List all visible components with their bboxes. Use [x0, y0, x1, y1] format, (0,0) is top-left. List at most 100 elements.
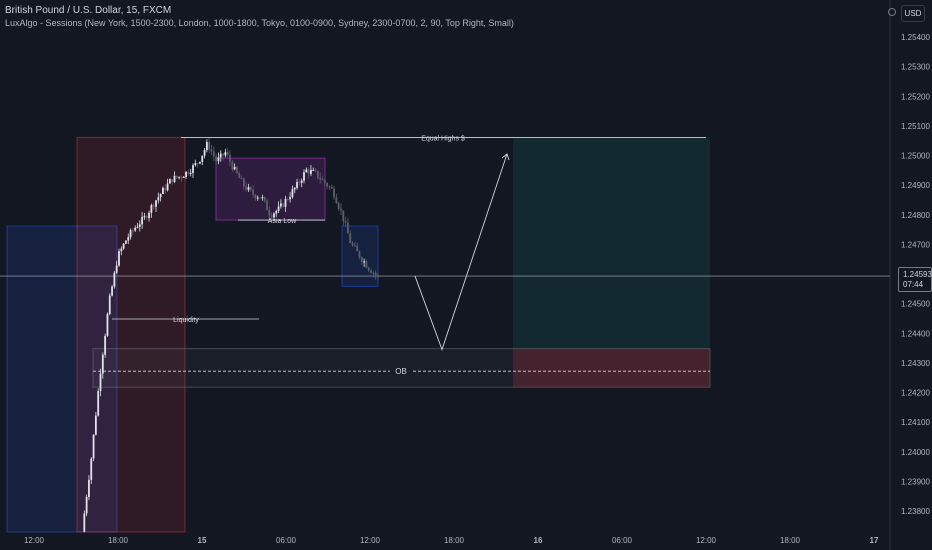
candle-body [282, 203, 285, 207]
candle-body [226, 152, 229, 155]
y-tick-label: 1.25100 [901, 122, 930, 131]
candle-body [231, 161, 234, 170]
candle-body [178, 176, 181, 178]
candle-body [131, 230, 134, 232]
y-tick-label: 1.24900 [901, 181, 930, 190]
candle-body [335, 197, 338, 204]
y-tick-label: 1.25200 [901, 92, 930, 101]
y-tick-label: 1.24300 [901, 359, 930, 368]
symbol-title[interactable]: British Pound / U.S. Dollar, 15, FXCM [5, 5, 172, 16]
candle-body [291, 189, 294, 198]
x-tick-label: 06:00 [612, 536, 633, 545]
indicator-legend[interactable]: LuxAlgo - Sessions (New York, 1500-2300,… [5, 18, 514, 28]
candle-body [326, 183, 329, 187]
candle-body [224, 152, 227, 156]
y-tick-label: 1.23800 [901, 507, 930, 516]
y-tick-label: 1.25300 [901, 63, 930, 72]
candle-body [148, 212, 150, 218]
candle-body [249, 187, 252, 190]
candle-body [349, 233, 352, 244]
candle-body [196, 163, 199, 165]
candle-body [305, 169, 308, 173]
candle-body [104, 335, 107, 355]
x-tick-label: 18:00 [780, 536, 801, 545]
x-tick-label: 17 [870, 536, 879, 545]
y-tick-label: 1.24100 [901, 418, 930, 427]
candle-body [284, 199, 287, 207]
candle-body [360, 257, 363, 262]
candle-body [83, 513, 86, 532]
projection-path [414, 153, 508, 351]
candle-body [303, 172, 305, 181]
candle-body [356, 246, 359, 252]
candle-body [203, 150, 206, 156]
candle-body [337, 203, 340, 209]
candle-body [268, 210, 271, 216]
y-tick-label: 1.25000 [901, 152, 930, 161]
candle-body [134, 227, 137, 231]
x-tick-label: 18:00 [108, 536, 129, 545]
equal-highs-label: Equal Highs $ [421, 135, 465, 142]
last-price-label: 1.24593 07:44 [898, 267, 932, 292]
candle-body [88, 479, 90, 497]
candle-body [192, 165, 194, 173]
candle-body [145, 216, 148, 218]
candle-body [275, 210, 278, 214]
candle-body [205, 142, 208, 151]
candle-body [180, 176, 183, 178]
candle-body [229, 154, 231, 162]
candle-body [222, 153, 224, 156]
candle-body [113, 272, 116, 287]
candle-body [106, 314, 109, 336]
candle-body [155, 200, 157, 207]
candle-body [90, 458, 93, 480]
candle-body [152, 205, 155, 207]
candle-body [298, 181, 301, 183]
y-tick-label: 1.24800 [901, 211, 930, 220]
target-zone [513, 137, 710, 349]
liquidity-label: Liquidity [173, 317, 199, 324]
candle-body [314, 169, 317, 171]
candle-body [312, 169, 315, 171]
candle-body [377, 274, 379, 276]
sydney-session-box [6, 225, 118, 533]
settings-circle-icon[interactable] [888, 8, 896, 16]
candle-body [333, 188, 335, 198]
candle-body [210, 149, 213, 152]
candle-body [182, 176, 185, 178]
candle-body [159, 194, 162, 198]
candle-body [277, 206, 280, 211]
candle-body [328, 186, 331, 188]
candle-body [185, 171, 187, 177]
currency-button[interactable]: USD [901, 5, 925, 22]
candle-body [219, 153, 222, 158]
candle-body [367, 267, 370, 271]
x-tick-label: 06:00 [276, 536, 297, 545]
candle-body [245, 186, 248, 190]
candle-body [321, 179, 324, 181]
candle-body [171, 179, 174, 183]
x-tick-label: 12:00 [360, 536, 381, 545]
stop-zone [513, 348, 710, 388]
candle-body [289, 197, 292, 200]
chart-legend: British Pound / U.S. Dollar, 15, FXCM Lu… [5, 5, 514, 29]
candle-body [347, 222, 349, 234]
candle-body [162, 187, 164, 195]
candle-body [300, 180, 303, 183]
x-tick-label: 12:00 [24, 536, 45, 545]
candle-body [217, 157, 220, 162]
london-session-box [76, 136, 186, 533]
projection-arrowhead [501, 153, 510, 161]
candle-body [296, 181, 298, 188]
candle-body [138, 224, 141, 227]
candle-body [136, 226, 139, 228]
candle-body [330, 186, 333, 189]
candle-body [263, 197, 266, 201]
candle-body [215, 156, 218, 162]
candle-body [164, 187, 167, 191]
candle-body [157, 197, 160, 201]
candle-body [319, 177, 322, 180]
x-tick-label: 16 [534, 536, 543, 545]
